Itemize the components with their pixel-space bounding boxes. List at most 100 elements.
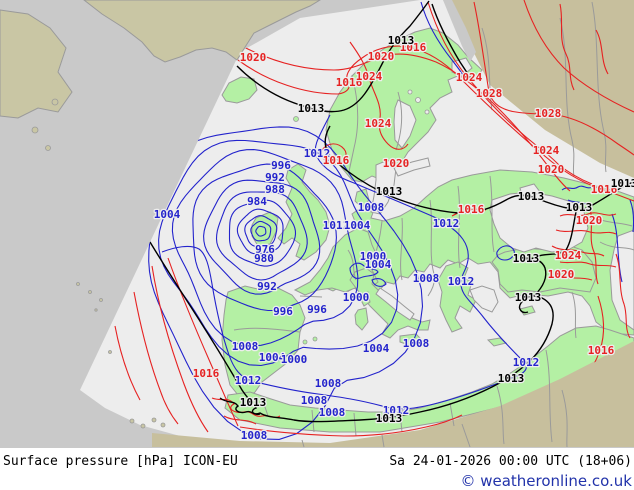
island <box>51 98 59 106</box>
land <box>354 188 370 209</box>
map-footer: Surface pressure [hPa] ICON-EU Sa 24-01-… <box>0 448 634 490</box>
isobar-label: 1008 <box>315 377 342 390</box>
isobar-label: 996 <box>307 303 327 316</box>
isobar-labels-black: 1013 1013 1013 1013 1013 1013 1013 1013 1013 1013… <box>238 33 634 427</box>
copyright-link[interactable]: © weatheronline.co.uk <box>460 472 632 490</box>
isobar-label: 1012 <box>448 275 475 288</box>
isobars-red <box>114 0 634 437</box>
isobar-label: 1008 <box>403 337 430 350</box>
isobar-label: 1008 <box>241 429 268 442</box>
isobar-label: 1016 <box>400 41 427 54</box>
parameter-label: Surface pressure [hPa] ICON-EU <box>3 454 238 469</box>
isobar-label: 1008 <box>413 272 440 285</box>
isobar-label: 1028 <box>476 87 503 100</box>
isobar-label: 1020 <box>383 157 410 170</box>
isobar-label: 1004 <box>344 219 371 232</box>
island <box>302 339 308 345</box>
isobar-label: 1012 <box>304 147 331 160</box>
isobar-label: 1004 <box>363 342 390 355</box>
land <box>360 291 371 307</box>
isobars-blue <box>148 1 634 440</box>
isobar-label: 1024 <box>365 117 392 130</box>
isobar-label: 1020 <box>548 268 575 281</box>
isobar-label: 1013 <box>566 201 593 214</box>
sea <box>469 285 499 313</box>
island <box>88 290 92 294</box>
isobar-label: 1008 <box>358 201 385 214</box>
island <box>99 298 103 302</box>
isobar-label: 1008 <box>319 406 346 419</box>
isobar-label: 1012 <box>383 404 410 417</box>
land-outside-se <box>152 341 634 447</box>
isobar-label: 1020 <box>368 50 395 63</box>
isobar-label: 976 <box>255 243 275 256</box>
valid-time-label: Sa 24-01-2026 00:00 UTC (18+06) <box>389 454 632 469</box>
island <box>293 116 299 122</box>
isobar-label: 1024 <box>456 71 483 84</box>
island <box>407 89 413 95</box>
island <box>424 109 430 115</box>
isobar-label: 980 <box>254 252 274 265</box>
land <box>221 285 306 399</box>
isobar-label: 1028 <box>535 107 562 120</box>
isobar-label: 1013 <box>611 177 634 190</box>
land-outside-ne <box>443 0 634 178</box>
isobar-label: 1016 <box>336 76 363 89</box>
isobar-label: 1013 <box>376 185 403 198</box>
country-borders <box>233 1 634 448</box>
isobar-label: 996 <box>271 159 291 172</box>
land <box>277 163 331 261</box>
isobar-label: 1024 <box>356 70 383 83</box>
isobar-label: 992 <box>257 280 277 293</box>
isobar-label: 1013 <box>298 102 325 115</box>
isobar-label: 1016 <box>588 344 615 357</box>
isobar-label: 1024 <box>555 249 582 262</box>
land-canada <box>0 9 73 119</box>
island <box>151 417 157 423</box>
isobar-label: 1012 <box>513 356 540 369</box>
land <box>224 325 634 433</box>
sea <box>393 157 431 177</box>
isobar-label: 1013 <box>376 412 403 425</box>
isobar-label: 1012 <box>323 219 350 232</box>
isobar-label: 1013 <box>240 396 267 409</box>
land <box>399 333 423 347</box>
isobar-label: 1000 <box>281 353 308 366</box>
isobar-label: 996 <box>273 305 293 318</box>
isobar-label: 1008 <box>301 394 328 407</box>
island <box>94 308 98 312</box>
island <box>160 422 166 428</box>
island <box>129 418 135 424</box>
land-greenland <box>83 0 321 63</box>
isobar-label: 984 <box>247 195 267 208</box>
isobar-label: 1013 <box>515 291 542 304</box>
island <box>108 350 112 354</box>
island <box>415 97 421 103</box>
island <box>312 336 318 342</box>
isobar-label: 1008 <box>232 340 259 353</box>
island <box>76 282 80 286</box>
isobar-label: 1004 <box>154 208 181 221</box>
isobar-label: 1020 <box>576 214 603 227</box>
island <box>31 126 39 134</box>
isobar-label: 1013 <box>388 34 415 47</box>
isobar-label: 1013 <box>498 372 525 385</box>
isobar-label: 1016 <box>591 183 618 196</box>
isobar-label: 1024 <box>533 144 560 157</box>
land <box>354 307 369 331</box>
isobar-label: 1004 <box>259 351 286 364</box>
land <box>437 261 477 333</box>
isobar-label: 1020 <box>240 51 267 64</box>
isobar-label: 1016 <box>323 154 350 167</box>
isobar-label: 992 <box>265 171 285 184</box>
isobar-label: 1012 <box>433 217 460 230</box>
island <box>45 145 51 151</box>
isobar-label: 1000 <box>360 250 387 263</box>
pressure-map: 996 992 988 984 1004 976 980 992 996 996 1000 1008 1… <box>0 0 634 448</box>
land <box>221 76 258 104</box>
isobar-label: 1016 <box>193 367 220 380</box>
sea <box>375 287 415 321</box>
